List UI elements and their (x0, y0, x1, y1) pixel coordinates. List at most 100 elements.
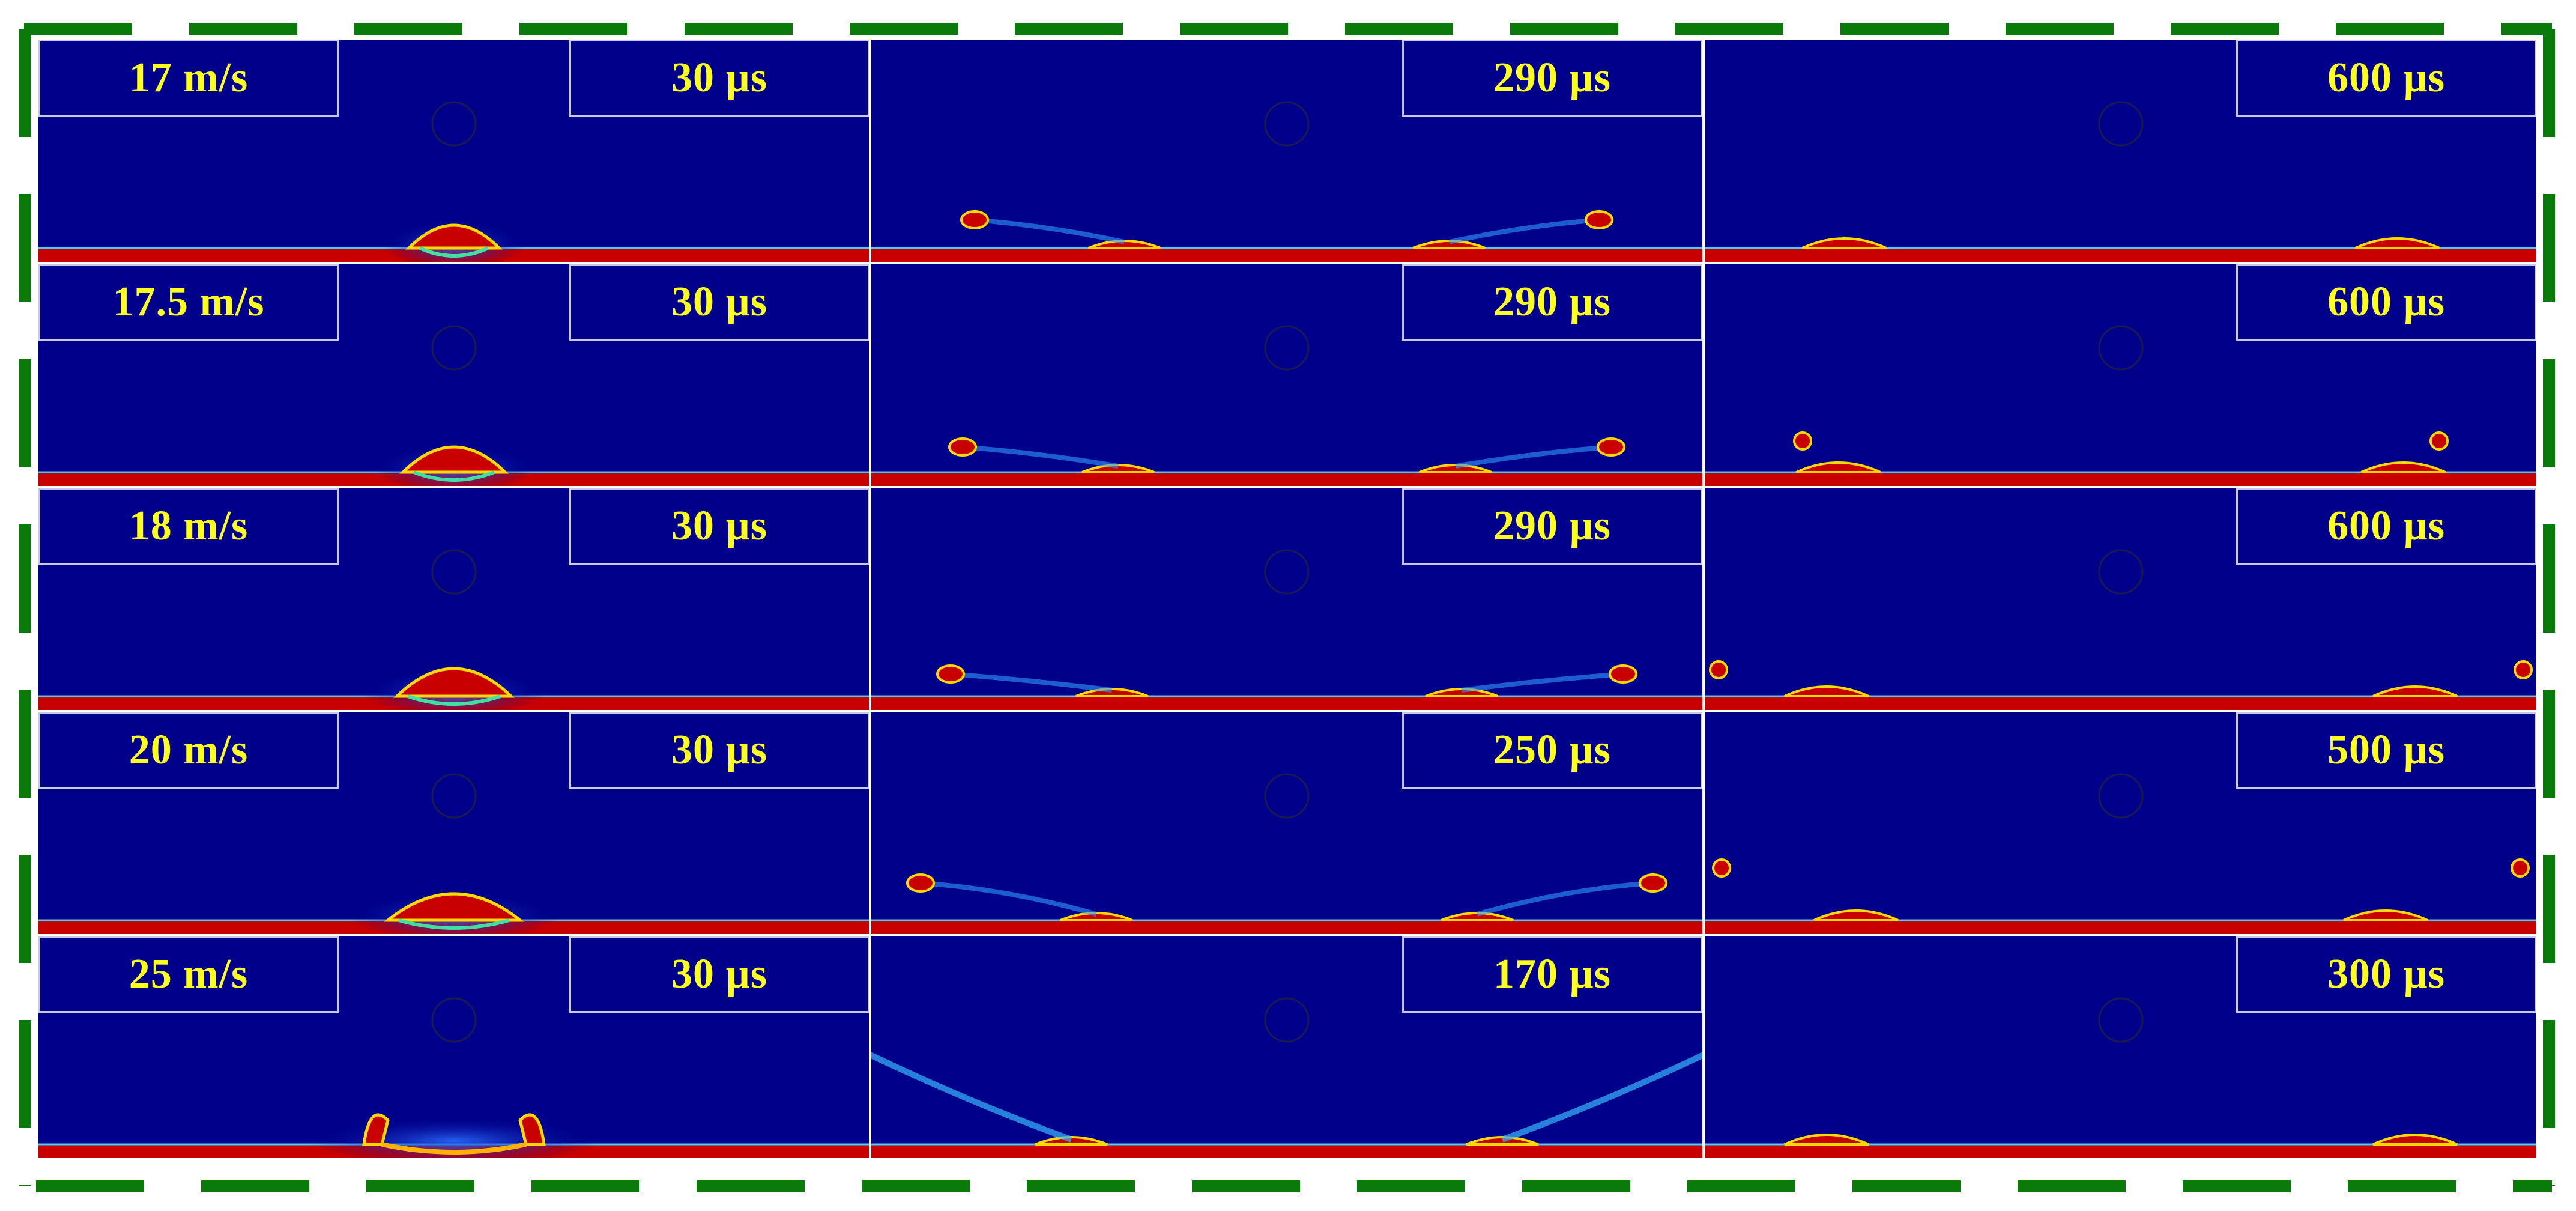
initial-droplet-outline (2098, 773, 2144, 819)
liquid-film (1705, 696, 2536, 710)
simulation-field (38, 101, 869, 262)
ejecta-tip (1639, 873, 1667, 893)
simulation-field (1705, 997, 2536, 1158)
ejecta-tip (1609, 664, 1637, 684)
simulation-panel: 290 µs (871, 40, 1702, 262)
film-wave (1801, 237, 1887, 249)
simulation-panel: 17 m/s 30 µs (38, 40, 869, 262)
simulation-panel: 170 µs (871, 936, 1702, 1158)
ejecta-sheet (950, 672, 1113, 693)
impact-bulge (393, 667, 515, 698)
liquid-film (1705, 1144, 2536, 1158)
simulation-field (1705, 325, 2536, 486)
rim-bump (1060, 912, 1133, 921)
detached-droplet (2514, 660, 2533, 679)
velocity-label: 25 m/s (38, 936, 339, 1013)
time-label: 600 µs (2236, 488, 2536, 565)
ejecta-sheet (1448, 217, 1600, 244)
cavity-rim (413, 470, 495, 482)
impact-bulge (383, 892, 525, 922)
simulation-field (1705, 101, 2536, 262)
velocity-label: 20 m/s (38, 712, 339, 789)
liquid-film (1705, 472, 2536, 486)
simulation-field (38, 997, 869, 1158)
simulation-field (38, 325, 869, 486)
time-label: 250 µs (1402, 712, 1702, 789)
time-label: 170 µs (1402, 936, 1702, 1013)
ejecta-tip (906, 873, 935, 893)
liquid-film (871, 920, 1702, 934)
velocity-label: 18 m/s (38, 488, 339, 565)
film-wave (1784, 685, 1869, 697)
time-label: 300 µs (2236, 936, 2536, 1013)
initial-droplet-outline (1264, 773, 1310, 819)
simulation-panel: 20 m/s 30 µs (38, 712, 869, 934)
liquid-film (871, 472, 1702, 486)
detached-droplet (1712, 858, 1731, 878)
initial-droplet-outline (431, 997, 477, 1043)
film-wave (2372, 1134, 2458, 1146)
time-label: 290 µs (1402, 40, 1702, 117)
ejecta-sheet (1477, 881, 1654, 917)
simulation-panel: 600 µs (1705, 264, 2536, 486)
liquid-film (871, 1144, 1702, 1158)
detached-droplet (1793, 431, 1812, 451)
simulation-panel: 500 µs (1705, 712, 2536, 934)
liquid-film (871, 696, 1702, 710)
initial-droplet-outline (431, 549, 477, 595)
simulation-panel: 18 m/s 30 µs (38, 488, 869, 710)
film-wave (1784, 1134, 1869, 1146)
simulation-panel: 290 µs (871, 264, 1702, 486)
rim-bump (1087, 240, 1161, 249)
simulation-panel-grid: 17 m/s 30 µs 290 µs 600 µs 17.5 m/s 30 µs 290 … (38, 40, 2536, 1159)
initial-droplet-outline (431, 773, 477, 819)
simulation-field (871, 325, 1702, 486)
rim-bump (1075, 688, 1149, 697)
initial-droplet-outline (431, 325, 477, 371)
time-label: 500 µs (2236, 712, 2536, 789)
initial-droplet-outline (431, 101, 477, 147)
simulation-field (871, 997, 1702, 1158)
ejecta-sheet (1461, 672, 1624, 693)
ejecta-tip (948, 437, 977, 457)
rim-bump (1081, 464, 1155, 473)
cavity-rim (407, 694, 501, 706)
ejecta-tip (1597, 437, 1625, 457)
ejecta-sheet (962, 445, 1119, 469)
simulation-panel: 17.5 m/s 30 µs (38, 264, 869, 486)
ejecta-sheet (974, 217, 1125, 244)
ejecta-sheet (871, 1052, 1072, 1143)
impact-bulge (399, 445, 509, 474)
ejecta-tip (936, 664, 965, 684)
time-label: 30 µs (569, 264, 869, 341)
initial-droplet-outline (1264, 549, 1310, 595)
crown-wall-right (518, 1113, 546, 1146)
velocity-label: 17 m/s (38, 40, 339, 117)
ejecta-tip (1585, 210, 1613, 229)
time-label: 30 µs (569, 712, 869, 789)
time-label: 30 µs (569, 488, 869, 565)
ejecta-tip (960, 210, 989, 229)
liquid-film (1705, 920, 2536, 934)
rim-bump (1035, 1136, 1108, 1146)
detached-droplet (2429, 431, 2449, 451)
simulation-panel: 600 µs (1705, 488, 2536, 710)
simulation-field (38, 773, 869, 934)
time-label: 30 µs (569, 40, 869, 117)
crown-cavity (381, 1142, 527, 1155)
initial-droplet-outline (2098, 101, 2144, 147)
simulation-field (871, 101, 1702, 262)
simulation-panel: 250 µs (871, 712, 1702, 934)
initial-droplet-outline (2098, 549, 2144, 595)
time-label: 290 µs (1402, 488, 1702, 565)
time-label: 600 µs (2236, 264, 2536, 341)
impact-bulge (405, 223, 503, 250)
film-wave (1813, 909, 1899, 921)
film-wave (2354, 237, 2440, 249)
initial-droplet-outline (1264, 101, 1310, 147)
simulation-field (1705, 773, 2536, 934)
time-label: 30 µs (569, 936, 869, 1013)
simulation-field (871, 773, 1702, 934)
simulation-field (38, 549, 869, 710)
